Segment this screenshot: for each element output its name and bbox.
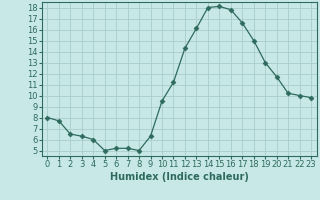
X-axis label: Humidex (Indice chaleur): Humidex (Indice chaleur)	[110, 172, 249, 182]
